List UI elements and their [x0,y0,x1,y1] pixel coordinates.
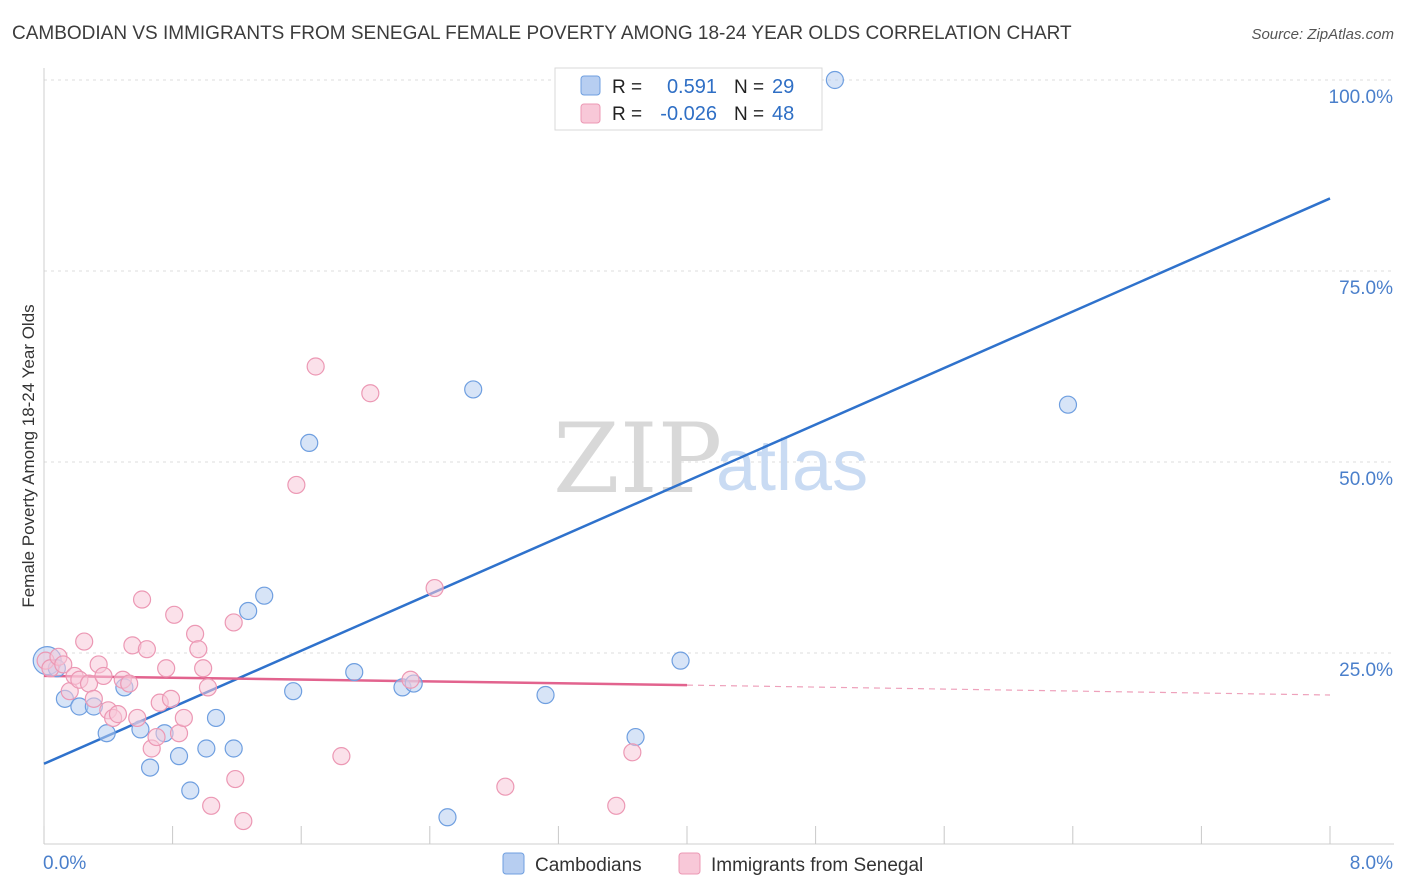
senegal-point [137,640,156,659]
stats-legend: R = 0.591 N = 29 R = -0.026 N = 48 [554,67,823,131]
senegal-point [75,632,94,651]
stats-r-label-senegal: R = [612,104,642,125]
legend-label-cambodians: Cambodians [535,855,642,876]
senegal-point [108,705,128,724]
cambodian-point [626,727,645,747]
senegal-point [128,708,147,728]
senegal-point [54,655,73,674]
stats-n-value-cambodians: 29 [772,76,794,98]
cambodian-point [671,651,690,670]
senegal-point [361,384,380,403]
cambodian-point [140,758,160,777]
senegal-point [401,670,420,689]
stats-n-label-senegal: N = [734,104,764,125]
trend-lines [43,197,1331,765]
senegal-point [186,624,205,644]
y-tick-label: 100.0% [1329,87,1394,108]
cambodian-point [255,586,274,605]
series-legend: Cambodians Immigrants from Senegal [502,852,923,876]
senegal-point [198,678,218,697]
senegal-point [607,796,626,815]
senegal-trend-line [43,674,688,687]
stats-r-value-cambodians: 0.591 [667,76,717,98]
senegal-point [623,743,642,762]
chart-title: CAMBODIAN VS IMMIGRANTS FROM SENEGAL FEM… [12,23,1072,44]
senegal-point [226,769,245,789]
senegal-point [425,578,444,598]
senegal-point [287,475,306,495]
senegal-point [94,666,113,686]
cambodian-point [300,433,319,452]
stats-r-label-cambodians: R = [612,77,642,98]
stats-n-label-cambodians: N = [734,77,764,98]
data-points [32,70,1078,831]
cambodian-point [181,781,200,800]
senegal-point [224,613,243,632]
y-tick-label: 75.0% [1339,278,1393,299]
senegal-point [120,674,139,693]
cambodian-point [536,685,555,705]
x-tick-label-min: 0.0% [43,853,86,874]
cambodian-trend-line [43,197,1331,765]
watermark: ZIP atlas [553,403,868,515]
cambodian-point [284,682,303,701]
senegal-point [169,724,189,743]
chart-source: Source: ZipAtlas.com [1251,26,1394,43]
senegal-point [234,811,253,831]
y-tick-label: 50.0% [1339,469,1393,490]
cambodian-point [239,601,258,621]
cambodian-point [345,662,364,682]
senegal-point [157,659,176,678]
legend-swatch-cambodians [502,852,525,875]
senegal-point [165,605,184,624]
cambodian-point [438,808,457,827]
senegal-point [161,689,181,708]
senegal-point [84,689,103,708]
cambodian-point [169,747,189,766]
y-axis-label: Female Poverty Among 18-24 Year Olds [19,304,38,607]
senegal-point [306,357,325,376]
senegal-point [147,727,166,747]
x-tick-marks [43,826,1331,844]
senegal-point [174,708,193,728]
y-tick-labels: 25.0% 50.0% 75.0% 100.0% [1329,87,1394,681]
cambodian-point [97,724,116,743]
legend-swatch-senegal [678,852,701,875]
senegal-point [132,590,152,609]
senegal-point [332,747,351,766]
cambodian-point [825,70,844,90]
gridlines [44,79,1394,654]
cambodian-point [464,380,483,399]
senegal-trend-extension [686,684,1331,696]
senegal-point [189,640,208,659]
stats-swatch-senegal [580,103,601,124]
stats-r-value-senegal: -0.026 [660,103,717,125]
senegal-point [202,796,221,815]
cambodian-point [1058,395,1078,414]
cambodian-point [224,739,243,758]
senegal-point [194,659,213,678]
stats-n-value-senegal: 48 [772,103,794,125]
y-tick-label: 25.0% [1339,660,1393,681]
watermark-atlas: atlas [716,426,868,506]
cambodian-point [206,708,226,728]
senegal-point [496,777,515,796]
watermark-zip: ZIP [553,403,722,515]
cambodian-point [197,739,216,758]
legend-label-senegal: Immigrants from Senegal [711,855,923,876]
stats-swatch-cambodians [580,75,601,96]
x-tick-label-max: 8.0% [1350,853,1393,874]
